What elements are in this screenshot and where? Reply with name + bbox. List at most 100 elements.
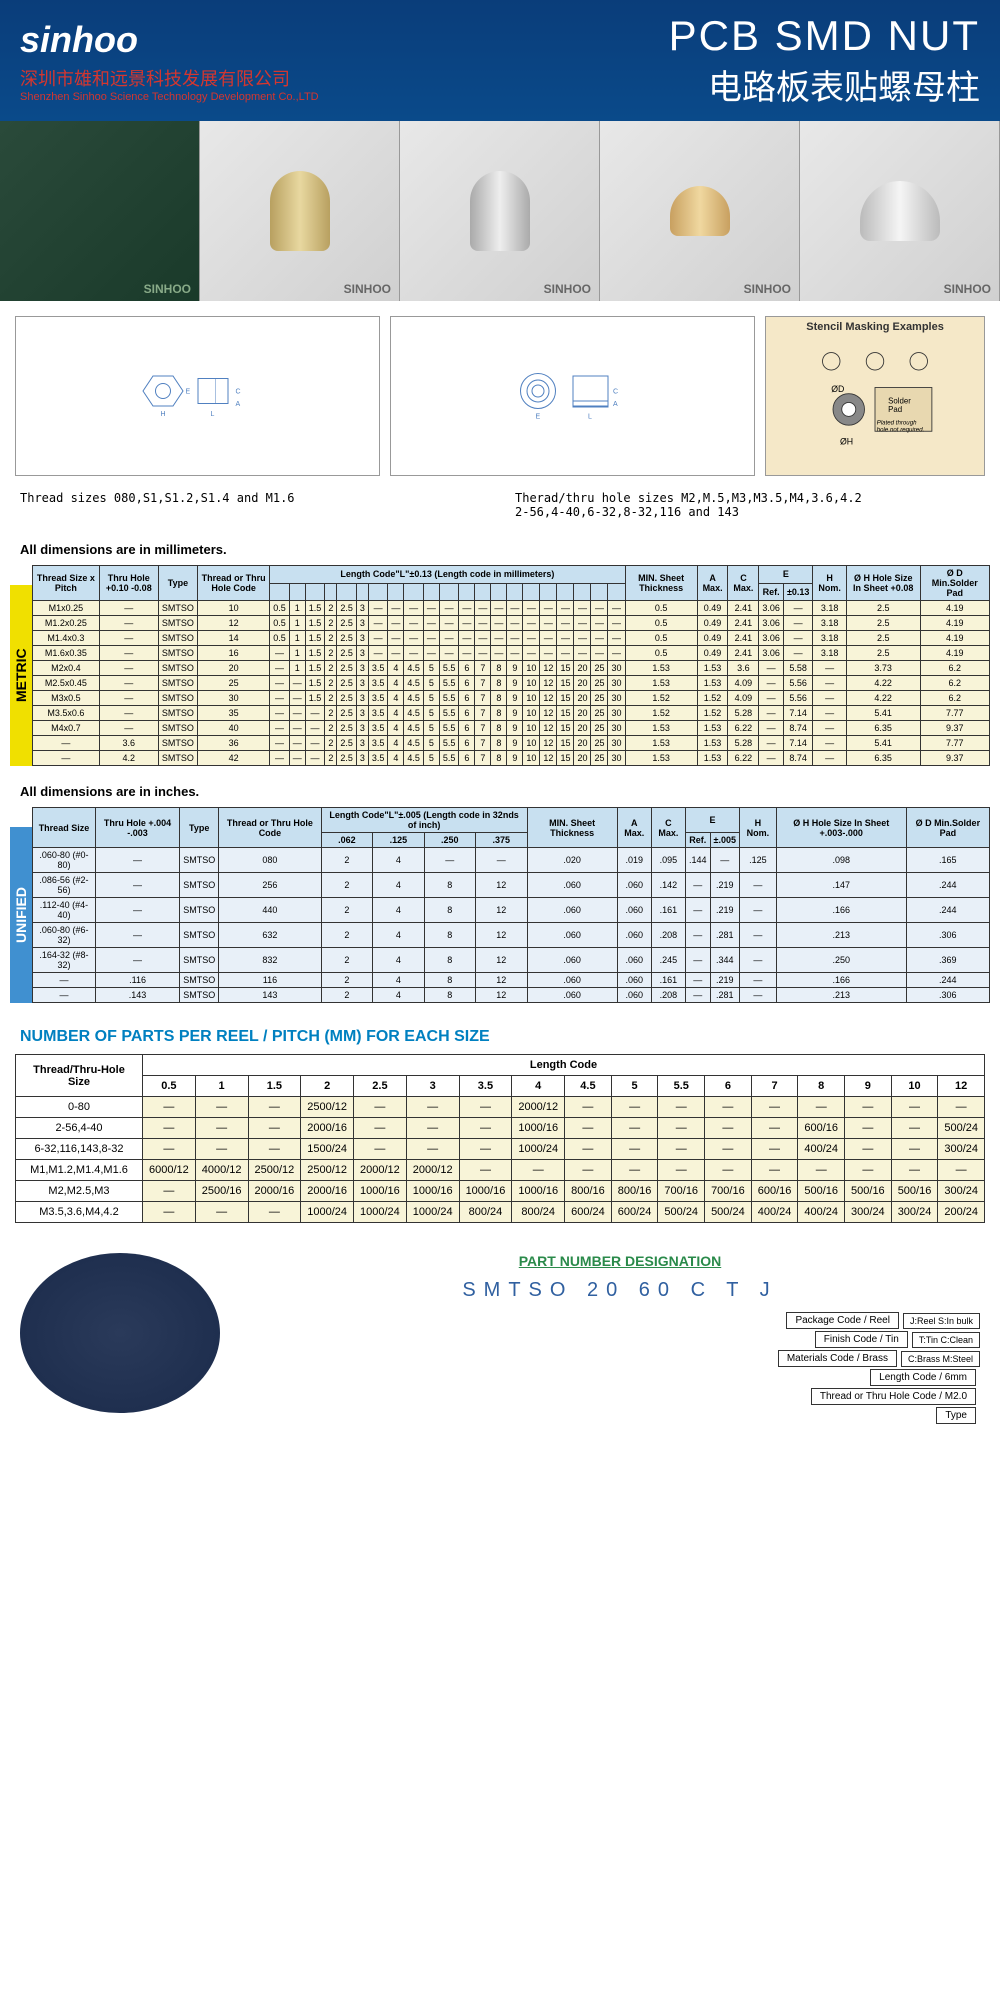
cell: 2 [321, 873, 372, 898]
cell: .244 [906, 898, 989, 923]
cell: .060-80 (#0-80) [33, 848, 96, 873]
th: .250 [424, 833, 475, 848]
cell: — [710, 848, 739, 873]
cell: 1.53 [697, 751, 728, 766]
cell: 3 [356, 646, 368, 661]
cell: 3 [356, 616, 368, 631]
cell: 3 [356, 736, 368, 751]
cell: 800/24 [512, 1202, 565, 1223]
cell: .219 [710, 898, 739, 923]
reel-title: NUMBER OF PARTS PER REEL / PITCH (MM) FO… [0, 1013, 1000, 1054]
cell: .306 [906, 923, 989, 948]
cell: .164-32 (#8-32) [33, 948, 96, 973]
cell: 1.53 [625, 661, 697, 676]
cell: — [540, 646, 557, 661]
cell: .020 [527, 848, 617, 873]
cell: 3 [356, 676, 368, 691]
cell: — [404, 601, 424, 616]
cell: 3.06 [759, 616, 784, 631]
cell: 1000/24 [406, 1202, 459, 1223]
cell: 8.74 [783, 721, 812, 736]
cell: — [798, 1097, 845, 1118]
th: Length Code [142, 1055, 984, 1076]
cell: 800/24 [459, 1202, 512, 1223]
cell: — [658, 1139, 705, 1160]
cell: 2 [321, 848, 372, 873]
th: 4.5 [565, 1076, 612, 1097]
th: 9 [845, 1076, 892, 1097]
cell: — [705, 1160, 752, 1181]
cell: 2000/12 [354, 1160, 407, 1181]
th: Ø H Hole Size In Sheet +.003-.000 [776, 808, 906, 848]
cell: 2.5 [846, 601, 920, 616]
cell: — [891, 1118, 938, 1139]
cell: 800/16 [565, 1181, 612, 1202]
table-row: M2,M2.5,M3—2500/162000/162000/161000/161… [16, 1181, 985, 1202]
table-row: .060-80 (#0-80)—SMTSO08024——.020.019.095… [33, 848, 990, 873]
cell: — [95, 948, 179, 973]
cell: 12 [476, 948, 527, 973]
cell: — [565, 1097, 612, 1118]
cell: 6 [459, 736, 475, 751]
cell: — [270, 646, 290, 661]
cell: M1.2x0.25 [33, 616, 100, 631]
th: E [686, 808, 740, 833]
cell: 7 [475, 736, 491, 751]
th: 1 [195, 1076, 248, 1097]
cell: 2000/12 [512, 1097, 565, 1118]
cell: 8 [424, 973, 475, 988]
svg-text:hole not required.: hole not required. [877, 426, 925, 433]
cell: — [95, 898, 179, 923]
unified-table-wrap: UNIFIED Thread Size Thru Hole +.004 -.00… [0, 807, 1000, 1013]
cell: — [891, 1139, 938, 1160]
cell: 15 [557, 721, 574, 736]
reel-image [20, 1253, 220, 1413]
cell: — [475, 601, 491, 616]
cell: 3 [356, 631, 368, 646]
th-lsub [608, 583, 625, 601]
cell: 1500/24 [301, 1139, 354, 1160]
cell: — [608, 601, 625, 616]
cell: 1.5 [305, 676, 325, 691]
cell: .213 [776, 988, 906, 1003]
cell: 2000/16 [248, 1181, 301, 1202]
cell: — [557, 601, 574, 616]
cell: — [751, 1139, 798, 1160]
cell: 36 [197, 736, 269, 751]
cell: 7 [475, 706, 491, 721]
cell: — [354, 1097, 407, 1118]
cell: 832 [219, 948, 321, 973]
cell: 0.49 [697, 616, 728, 631]
cell: 12 [476, 988, 527, 1003]
cell: 4.19 [920, 601, 989, 616]
cell: 12 [540, 661, 557, 676]
th-type: Type [158, 566, 197, 601]
cell: 8 [491, 736, 507, 751]
cell: 2.5 [846, 631, 920, 646]
cell: 8 [491, 691, 507, 706]
cell: — [289, 676, 305, 691]
cell: 3.18 [813, 616, 846, 631]
cell: — [574, 601, 591, 616]
cell: .060 [527, 898, 617, 923]
cell: 1000/16 [512, 1118, 565, 1139]
cell: — [686, 923, 711, 948]
cell: — [574, 646, 591, 661]
svg-text:E: E [535, 414, 540, 421]
cell: 4 [373, 948, 424, 973]
cell: .060 [617, 898, 651, 923]
cell: — [142, 1202, 195, 1223]
cell: — [248, 1139, 301, 1160]
cell: — [439, 616, 459, 631]
cell: 2.41 [728, 631, 759, 646]
th-lsub [337, 583, 357, 601]
cell: 12 [197, 616, 269, 631]
cell: 1.53 [697, 661, 728, 676]
cell: 5.5 [439, 676, 459, 691]
cell: — [142, 1097, 195, 1118]
title-en: PCB SMD NUT [669, 12, 980, 60]
cell: 10 [197, 601, 269, 616]
cell: 2 [325, 721, 337, 736]
cell: 1.53 [625, 751, 697, 766]
cell: SMTSO [158, 721, 197, 736]
